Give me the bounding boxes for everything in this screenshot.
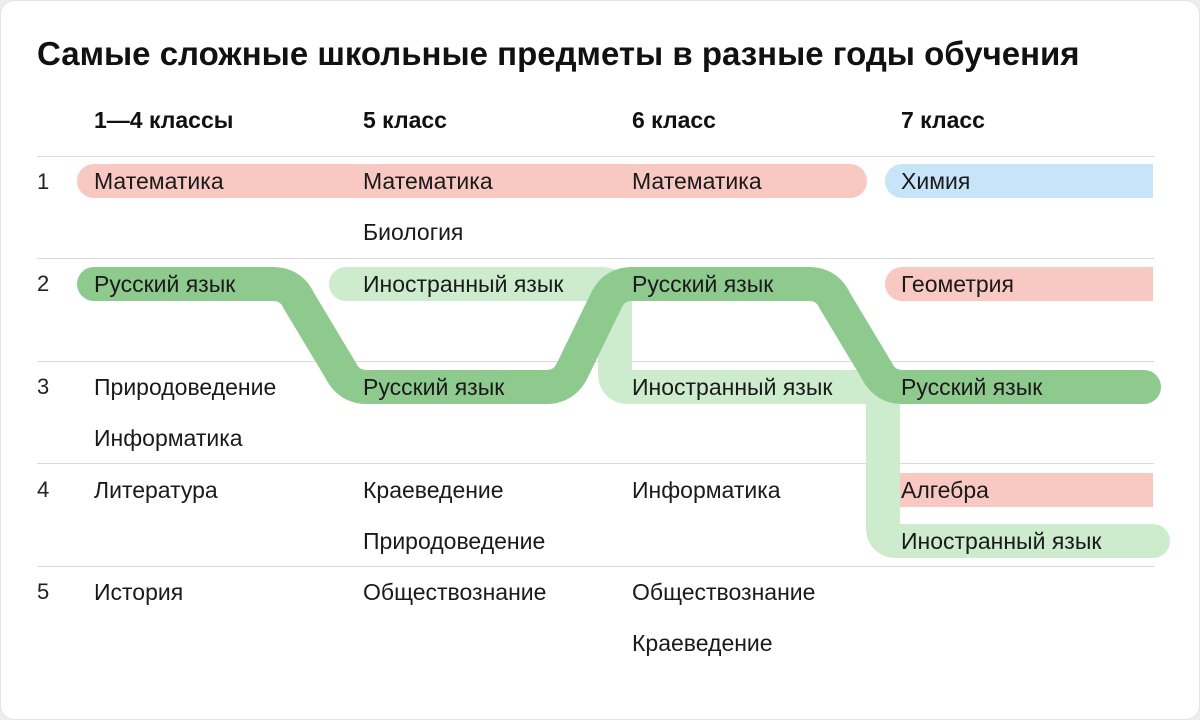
row-divider [37, 258, 1154, 259]
cell-text: Геометрия [901, 271, 1014, 297]
cell-text: Иностранный язык [901, 528, 1102, 554]
rank-number-3: 3 [37, 374, 50, 399]
cell-text: Химия [901, 168, 971, 194]
cell-text: Информатика [632, 477, 781, 503]
cell-text: Обществознание [363, 579, 547, 605]
rank-number-4: 4 [37, 477, 50, 502]
cell-text: Краеведение [363, 477, 504, 503]
column-header-grades-1-4: 1—4 классы [94, 107, 234, 133]
cell-text: Математика [632, 168, 762, 194]
cell-text: История [94, 579, 184, 605]
column-header-grade-5: 5 класс [363, 107, 447, 133]
chemistry-highlight-band [885, 164, 1153, 198]
cell-text: Иностранный язык [632, 374, 833, 400]
cell-text: Биология [363, 219, 464, 245]
cell-text: Природоведение [363, 528, 546, 554]
cell-text: Краеведение [632, 630, 773, 656]
algebra-highlight-band [885, 473, 1153, 507]
page-title: Самые сложные школьные предметы в разные… [37, 35, 1080, 72]
column-header-grade-7: 7 класс [901, 107, 985, 133]
cell-text: Русский язык [632, 271, 774, 297]
cell-text: Природоведение [94, 374, 277, 400]
row-divider [37, 566, 1154, 567]
russian-language-flow [77, 267, 1161, 404]
cell-text: Математика [94, 168, 224, 194]
rank-number-5: 5 [37, 579, 50, 604]
row-divider [37, 156, 1154, 157]
cell-text: Русский язык [94, 271, 236, 297]
row-divider [37, 463, 1154, 464]
cell-text: Обществознание [632, 579, 816, 605]
cell-text: Русский язык [363, 374, 505, 400]
rank-number-2: 2 [37, 271, 50, 296]
rank-number-1: 1 [37, 169, 50, 194]
cell-text: Информатика [94, 425, 243, 451]
cell-text: Алгебра [901, 477, 989, 503]
column-header-grade-6: 6 класс [632, 107, 716, 133]
cell-text: Русский язык [901, 374, 1043, 400]
cell-text: Иностранный язык [363, 271, 564, 297]
geometry-highlight-band [885, 267, 1153, 301]
cell-text: Литература [94, 477, 218, 503]
cell-text: Математика [363, 168, 493, 194]
math-highlight-band [77, 164, 867, 198]
